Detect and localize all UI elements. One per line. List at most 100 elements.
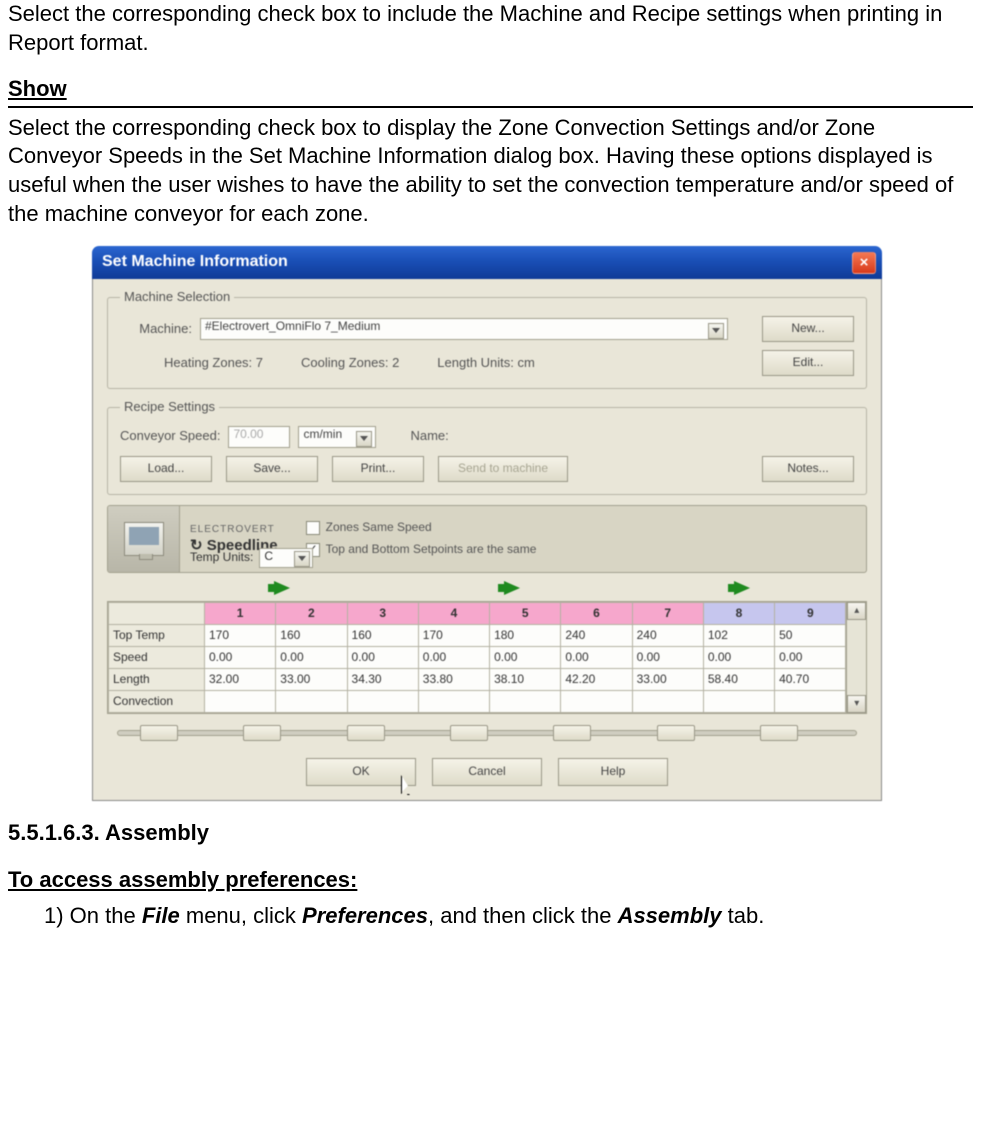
grid-cell[interactable]: 180 <box>490 624 561 646</box>
help-button[interactable]: Help <box>558 758 668 786</box>
grid-cell[interactable]: 58.40 <box>703 668 774 690</box>
zone-column-header: 5 <box>490 602 561 624</box>
slider-handle[interactable] <box>243 725 281 741</box>
grid-cell[interactable]: 0.00 <box>205 646 276 668</box>
grid-cell[interactable]: 0.00 <box>561 646 632 668</box>
set-machine-info-dialog: Set Machine Information × Machine Select… <box>92 246 882 801</box>
notes-button[interactable]: Notes... <box>762 456 854 482</box>
conveyor-speed-label: Conveyor Speed: <box>120 428 220 445</box>
grid-cell[interactable] <box>276 690 347 712</box>
grid-cell[interactable]: 160 <box>276 624 347 646</box>
zones-same-speed-checkbox[interactable] <box>306 521 320 535</box>
show-paragraph: Select the corresponding check box to di… <box>8 114 973 228</box>
scroll-up-button[interactable]: ▴ <box>847 602 866 620</box>
arrow-right-icon <box>734 581 750 595</box>
grid-cell[interactable] <box>703 690 774 712</box>
grid-corner <box>109 602 205 624</box>
machine-selection-group: Machine Selection Machine: #Electrovert_… <box>107 289 867 389</box>
grid-cell[interactable]: 160 <box>347 624 418 646</box>
recipe-name-label: Name: <box>410 428 448 445</box>
load-button[interactable]: Load... <box>120 456 212 482</box>
zone-grid: 123456789Top Temp17016016017018024024010… <box>107 601 867 714</box>
arrow-right-icon <box>504 581 520 595</box>
grid-cell[interactable]: 240 <box>632 624 703 646</box>
close-icon[interactable]: × <box>852 252 876 274</box>
zone-column-header: 1 <box>205 602 276 624</box>
slider-handle[interactable] <box>553 725 591 741</box>
cancel-button[interactable]: Cancel <box>432 758 542 786</box>
grid-cell[interactable] <box>632 690 703 712</box>
grid-cell[interactable] <box>205 690 276 712</box>
grid-cell[interactable]: 240 <box>561 624 632 646</box>
grid-cell[interactable]: 102 <box>703 624 774 646</box>
slider-handle[interactable] <box>657 725 695 741</box>
edit-button[interactable]: Edit... <box>762 350 854 376</box>
grid-cell[interactable]: 40.70 <box>775 668 846 690</box>
save-button[interactable]: Save... <box>226 456 318 482</box>
new-button[interactable]: New... <box>762 316 854 342</box>
grid-cell[interactable]: 170 <box>205 624 276 646</box>
grid-cell[interactable]: 33.00 <box>632 668 703 690</box>
grid-row-header: Top Temp <box>109 624 205 646</box>
grid-cell[interactable]: 34.30 <box>347 668 418 690</box>
zone-column-header: 7 <box>632 602 703 624</box>
slider-handle[interactable] <box>450 725 488 741</box>
section-number-heading: 5.5.1.6.3. Assembly <box>8 819 973 848</box>
grid-cell[interactable]: 170 <box>418 624 489 646</box>
zones-same-speed-label: Zones Same Speed <box>326 520 432 536</box>
zone-column-header: 8 <box>703 602 774 624</box>
grid-cell[interactable]: 33.80 <box>418 668 489 690</box>
scroll-down-button[interactable]: ▾ <box>847 695 866 713</box>
grid-cell[interactable]: 0.00 <box>418 646 489 668</box>
grid-cell[interactable]: 0.00 <box>632 646 703 668</box>
arrow-right-icon <box>274 581 290 595</box>
grid-cell[interactable]: 33.00 <box>276 668 347 690</box>
conveyor-speed-input[interactable]: 70.00 <box>228 426 290 448</box>
slider-handle[interactable] <box>347 725 385 741</box>
grid-row-header: Speed <box>109 646 205 668</box>
grid-cell[interactable] <box>490 690 561 712</box>
zone-column-header: 6 <box>561 602 632 624</box>
grid-cell[interactable]: 0.00 <box>490 646 561 668</box>
grid-cell[interactable]: 42.20 <box>561 668 632 690</box>
dialog-title: Set Machine Information <box>102 252 852 273</box>
grid-cell[interactable]: 32.00 <box>205 668 276 690</box>
grid-cell[interactable]: 38.10 <box>490 668 561 690</box>
grid-cell[interactable]: 0.00 <box>276 646 347 668</box>
grid-cell[interactable]: 0.00 <box>347 646 418 668</box>
grid-cell[interactable]: 0.00 <box>775 646 846 668</box>
zone-column-header: 2 <box>276 602 347 624</box>
zone-column-header: 3 <box>347 602 418 624</box>
grid-cell[interactable]: 50 <box>775 624 846 646</box>
access-assembly-heading: To access assembly preferences: <box>8 866 973 897</box>
step-1: 1) On the File menu, click Preferences, … <box>44 902 973 931</box>
grid-cell[interactable] <box>418 690 489 712</box>
speed-unit-select[interactable]: cm/min <box>298 426 376 448</box>
temp-units-select[interactable]: C <box>259 548 313 568</box>
slider-handle[interactable] <box>760 725 798 741</box>
top-bottom-same-label: Top and Bottom Setpoints are the same <box>326 542 537 558</box>
grid-cell[interactable] <box>561 690 632 712</box>
grid-cell[interactable] <box>775 690 846 712</box>
grid-scrollbar[interactable]: ▴ ▾ <box>846 602 866 713</box>
intro-paragraph: Select the corresponding check box to in… <box>8 0 973 57</box>
machine-select[interactable]: #Electrovert_OmniFlo 7_Medium <box>200 318 728 340</box>
brand-bar: ELECTROVERT ↻ Speedline Zones Same Speed… <box>107 505 867 573</box>
length-units-label: Length Units: cm <box>437 355 535 372</box>
slider-handle[interactable] <box>140 725 178 741</box>
zone-column-header: 9 <box>775 602 846 624</box>
send-to-machine-button[interactable]: Send to machine <box>438 456 568 482</box>
ok-button[interactable]: OK <box>306 758 416 786</box>
print-button[interactable]: Print... <box>332 456 424 482</box>
cooling-zones-label: Cooling Zones: 2 <box>301 355 399 372</box>
grid-cell[interactable]: 0.00 <box>703 646 774 668</box>
recipe-settings-legend: Recipe Settings <box>120 399 219 416</box>
grid-cell[interactable] <box>347 690 418 712</box>
machine-label: Machine: <box>120 321 192 338</box>
heating-zones-label: Heating Zones: 7 <box>164 355 263 372</box>
dialog-titlebar: Set Machine Information × <box>92 246 882 279</box>
monitor-icon <box>108 506 180 572</box>
zone-slider[interactable] <box>117 730 857 736</box>
machine-selection-legend: Machine Selection <box>120 289 234 306</box>
zone-direction-arrows <box>167 581 857 595</box>
